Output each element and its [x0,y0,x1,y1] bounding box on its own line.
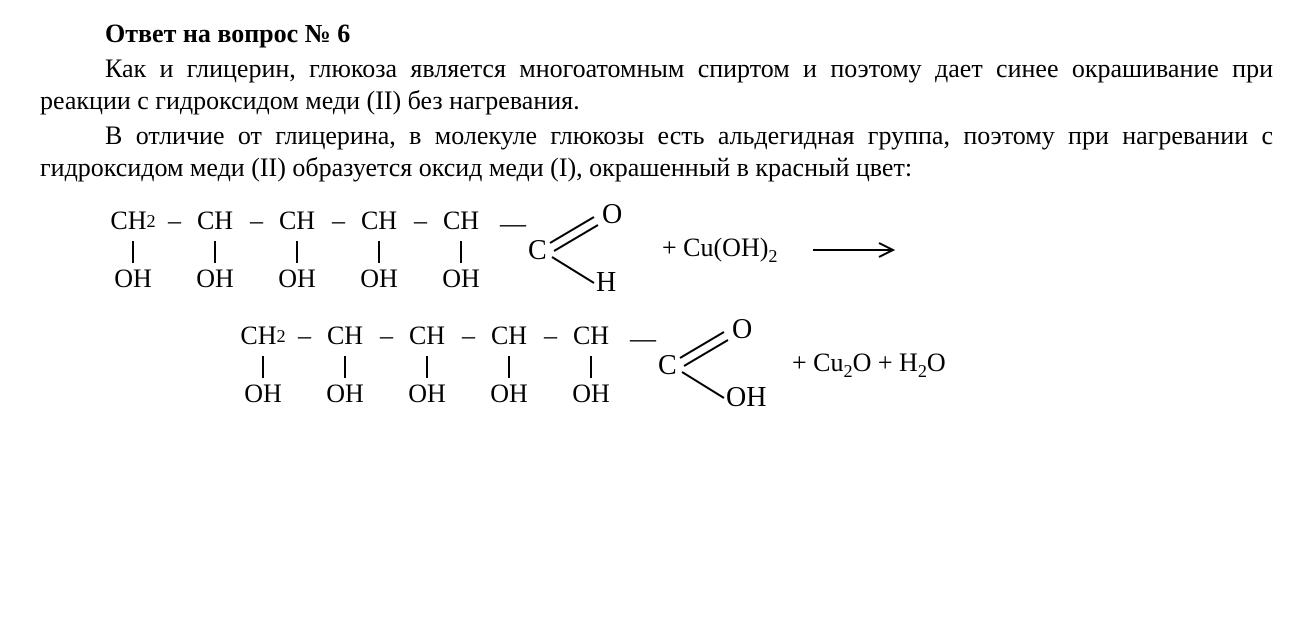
chain-unit: CH OH [182,205,248,295]
atom-top: CH [443,205,479,239]
vertical-bond [296,241,298,263]
atom-bottom: OH [442,265,480,295]
vertical-bond [508,356,510,378]
atom-bottom: OH [326,380,364,410]
chain-unit: CH OH [312,320,378,410]
bond-dash: – [460,320,476,354]
vertical-bond [262,356,264,378]
atom-top: CH2 [240,320,285,354]
vertical-bond [460,241,462,263]
gluconic-acid-structure: CH2 OH – CH OH – CH OH – CH [230,320,768,411]
atom-top: CH2 [110,205,155,239]
carbon-atom: C [528,233,547,268]
atom-bottom: OH [196,265,234,295]
bond-dash: – [412,205,428,239]
vertical-bond [590,356,592,378]
plus-reagent: + Cu(OH)2 [662,232,777,268]
atom-top: CH [573,320,609,354]
hydroxyl-atom: OH [726,380,766,415]
atom-bottom: OH [114,265,152,295]
vertical-bond [214,241,216,263]
bond-dash: – [296,320,312,354]
atom-bottom: OH [360,265,398,295]
atom-bottom: OH [490,380,528,410]
hydrogen-atom: H [596,265,616,300]
atom-top: CH [409,320,445,354]
chain-unit: CH2 OH [230,320,296,410]
atom-top: CH [361,205,397,239]
atom-bottom: OH [278,265,316,295]
vertical-bond [426,356,428,378]
chain-unit: CH OH [476,320,542,410]
vertical-bond [132,241,134,263]
product-row: CH2 OH – CH OH – CH OH – CH [40,320,1273,411]
reactant-row: CH2 OH – CH OH – CH OH – CH [40,205,1273,296]
document-page: Ответ на вопрос № 6 Как и глицерин, глюк… [0,0,1313,641]
glucose-structure: CH2 OH – CH OH – CH OH – CH [100,205,638,296]
vertical-bond [344,356,346,378]
reactant-extra: + Cu(OH)2 [662,232,903,268]
chain-unit: CH OH [558,320,624,410]
paragraph-2: В отличие от глицерина, в молекуле глюко… [40,120,1273,185]
carbon-atom: C [658,348,677,383]
chain-unit: CH OH [346,205,412,295]
carboxyl-group: C O OH [658,320,768,408]
atom-top: CH [491,320,527,354]
aldehyde-group: C O H [528,205,638,293]
bond-dash: – [248,205,264,239]
vertical-bond [378,241,380,263]
product-extra: + Cu2O + H2O [792,347,946,383]
bond-dash: – [166,205,182,239]
bond-long: — [630,320,656,411]
oxygen-atom: O [732,312,752,347]
atom-bottom: OH [408,380,446,410]
chain-unit: CH OH [428,205,494,295]
oxygen-atom: O [602,197,622,232]
heading-para: Ответ на вопрос № 6 [40,18,1273,51]
bond-dash: – [330,205,346,239]
atom-top: CH [327,320,363,354]
chain-unit: CH2 OH [100,205,166,295]
atom-top: CH [197,205,233,239]
chemical-equation: CH2 OH – CH OH – CH OH – CH [40,205,1273,411]
reaction-arrow-icon [813,240,903,260]
chain-unit: CH OH [264,205,330,295]
bond-dash: – [378,320,394,354]
paragraph-1: Как и глицерин, глюкоза является многоат… [40,53,1273,118]
atom-top: CH [279,205,315,239]
atom-bottom: OH [572,380,610,410]
bond-long: — [500,205,526,296]
byproducts: + Cu2O + H2O [792,347,946,383]
heading: Ответ на вопрос № 6 [105,19,350,48]
bond-dash: – [542,320,558,354]
chain-unit: CH OH [394,320,460,410]
atom-bottom: OH [244,380,282,410]
